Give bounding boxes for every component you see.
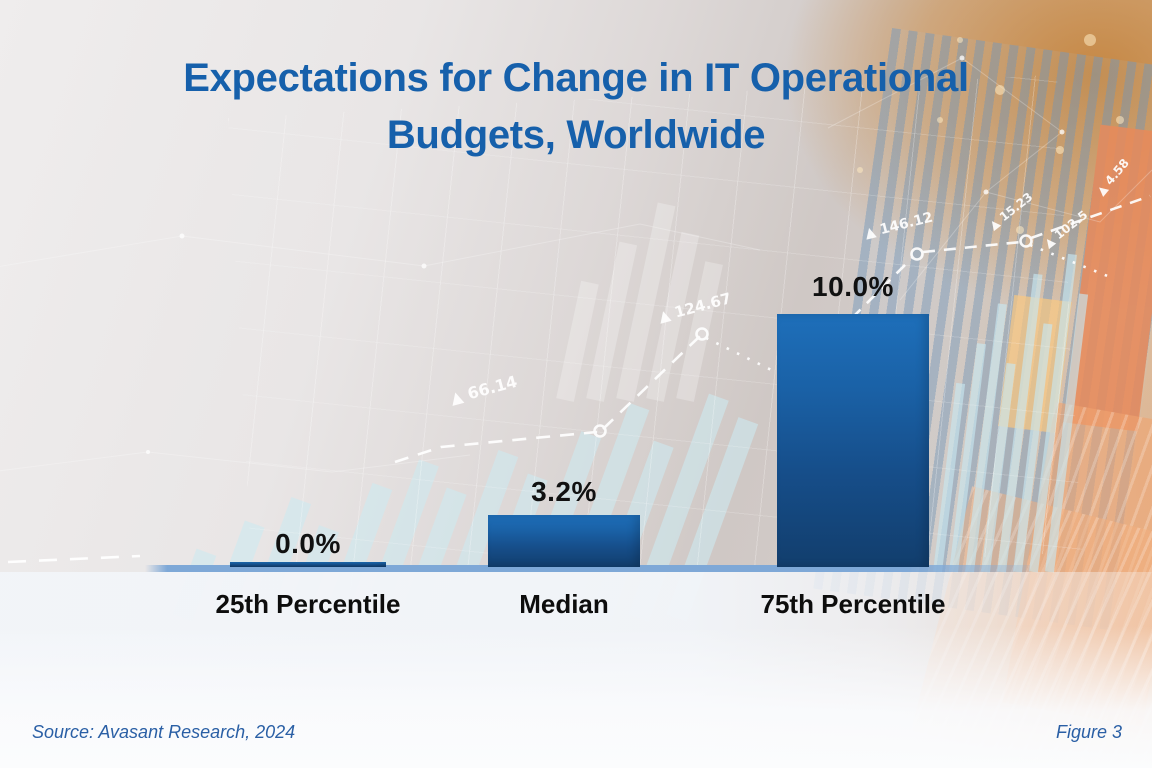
bar-median — [488, 515, 640, 567]
figure-number: Figure 3 — [1055, 722, 1122, 742]
category-label-25th: 25th Percentile — [215, 589, 401, 619]
dashed-trend-lines — [7, 194, 1151, 564]
network-dots — [146, 55, 1065, 454]
page-title-line2: Budgets, Worldwide — [386, 113, 766, 158]
x-axis-line — [145, 565, 1030, 572]
value-label-75th: 10.0% — [812, 271, 894, 302]
bottom-fade-overlay — [0, 626, 1152, 768]
bg-annotation: ▲ 146.12 — [863, 210, 934, 242]
value-label-median: 3.2% — [531, 476, 597, 507]
page-title: Expectations for Change in IT Operationa… — [0, 50, 1152, 164]
bokeh-dots — [857, 34, 1124, 234]
page-title-line1: Expectations for Change in IT Operationa… — [183, 56, 969, 100]
source-note: Source: Avasant Research, 2024 — [32, 722, 296, 742]
bg-annotation: ▲ 66.14 — [448, 372, 519, 408]
category-label-median: Median — [519, 589, 609, 619]
bar-25th-percentile — [230, 562, 386, 567]
category-label-75th: 75th Percentile — [760, 589, 946, 619]
bg-annotation: ▲ 15.23 — [986, 190, 1035, 233]
bg-annotation: ▲ 102.5 — [1041, 208, 1090, 251]
bar-75th-percentile — [777, 314, 929, 567]
value-label-25th: 0.0% — [275, 528, 341, 559]
bg-annotation: ▲ 124.67 — [656, 289, 733, 326]
